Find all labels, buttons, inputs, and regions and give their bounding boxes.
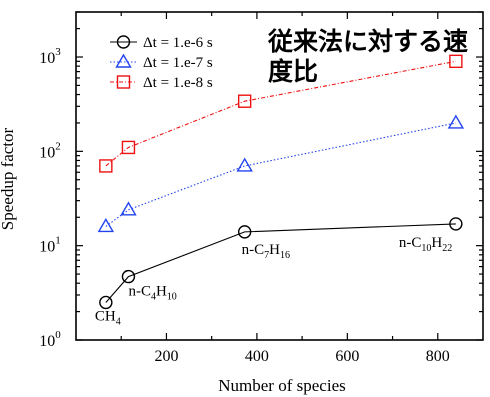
legend-label: Δt = 1.e-7 s [143, 55, 213, 71]
x-axis-label: Number of species [218, 376, 345, 395]
axis-tick-labels: 200 400 600 800 100 101 102 103 [39, 46, 450, 365]
series-line [105, 60, 456, 167]
x-tick-label: 200 [154, 348, 178, 365]
square-marker [121, 140, 136, 155]
circle-marker [99, 295, 113, 310]
y-axis-label: Speedup factor [0, 127, 17, 230]
species-label: n-C4H10 [128, 284, 176, 303]
x-tick-label: 800 [426, 348, 450, 365]
series-triangle [97, 114, 465, 233]
legend: Δt = 1.e-6 s Δt = 1.e-7 s Δt = 1.e-8 s [110, 35, 213, 91]
triangle-marker [236, 157, 253, 172]
triangle-marker [115, 53, 132, 68]
title-line: 度比 [268, 57, 318, 86]
y-tick-label: 100 [39, 329, 61, 350]
data-series [97, 54, 465, 310]
species-label: n-C7H16 [242, 242, 290, 261]
y-tick-label: 102 [39, 140, 61, 161]
square-marker [237, 94, 252, 108]
point-annotations: CH4 n-C4H10 n-C7H16 n-C10H22 [95, 235, 452, 328]
series-circle [99, 217, 463, 310]
square-marker [449, 54, 463, 69]
circle-marker [121, 269, 136, 284]
x-tick-label: 600 [335, 348, 359, 365]
series-square [99, 54, 463, 173]
y-tick-label: 101 [39, 235, 61, 256]
axis-ticks [76, 11, 483, 341]
plot-frame [75, 11, 484, 341]
species-label: CH4 [95, 308, 121, 327]
legend-label: Δt = 1.e-8 s [143, 75, 213, 91]
circle-marker [449, 217, 463, 231]
series-line [105, 223, 456, 303]
legend-entry: Δt = 1.e-6 s [110, 35, 213, 51]
legend-entry: Δt = 1.e-7 s [110, 53, 213, 71]
triangle-marker [120, 201, 137, 216]
species-label: n-C10H22 [399, 235, 452, 254]
square-marker [99, 159, 113, 173]
x-tick-label: 400 [245, 348, 269, 365]
square-marker [116, 75, 131, 89]
triangle-marker [97, 218, 115, 233]
circle-marker [116, 35, 131, 49]
series-line [105, 122, 456, 227]
y-tick-label: 103 [39, 46, 61, 67]
plot-frame-rect [75, 11, 484, 341]
legend-entry: Δt = 1.e-8 s [110, 75, 213, 91]
triangle-marker [447, 114, 465, 129]
legend-label: Δt = 1.e-6 s [143, 35, 213, 51]
circle-marker [237, 225, 252, 239]
title-line: 従来法に対する速 [267, 27, 468, 56]
